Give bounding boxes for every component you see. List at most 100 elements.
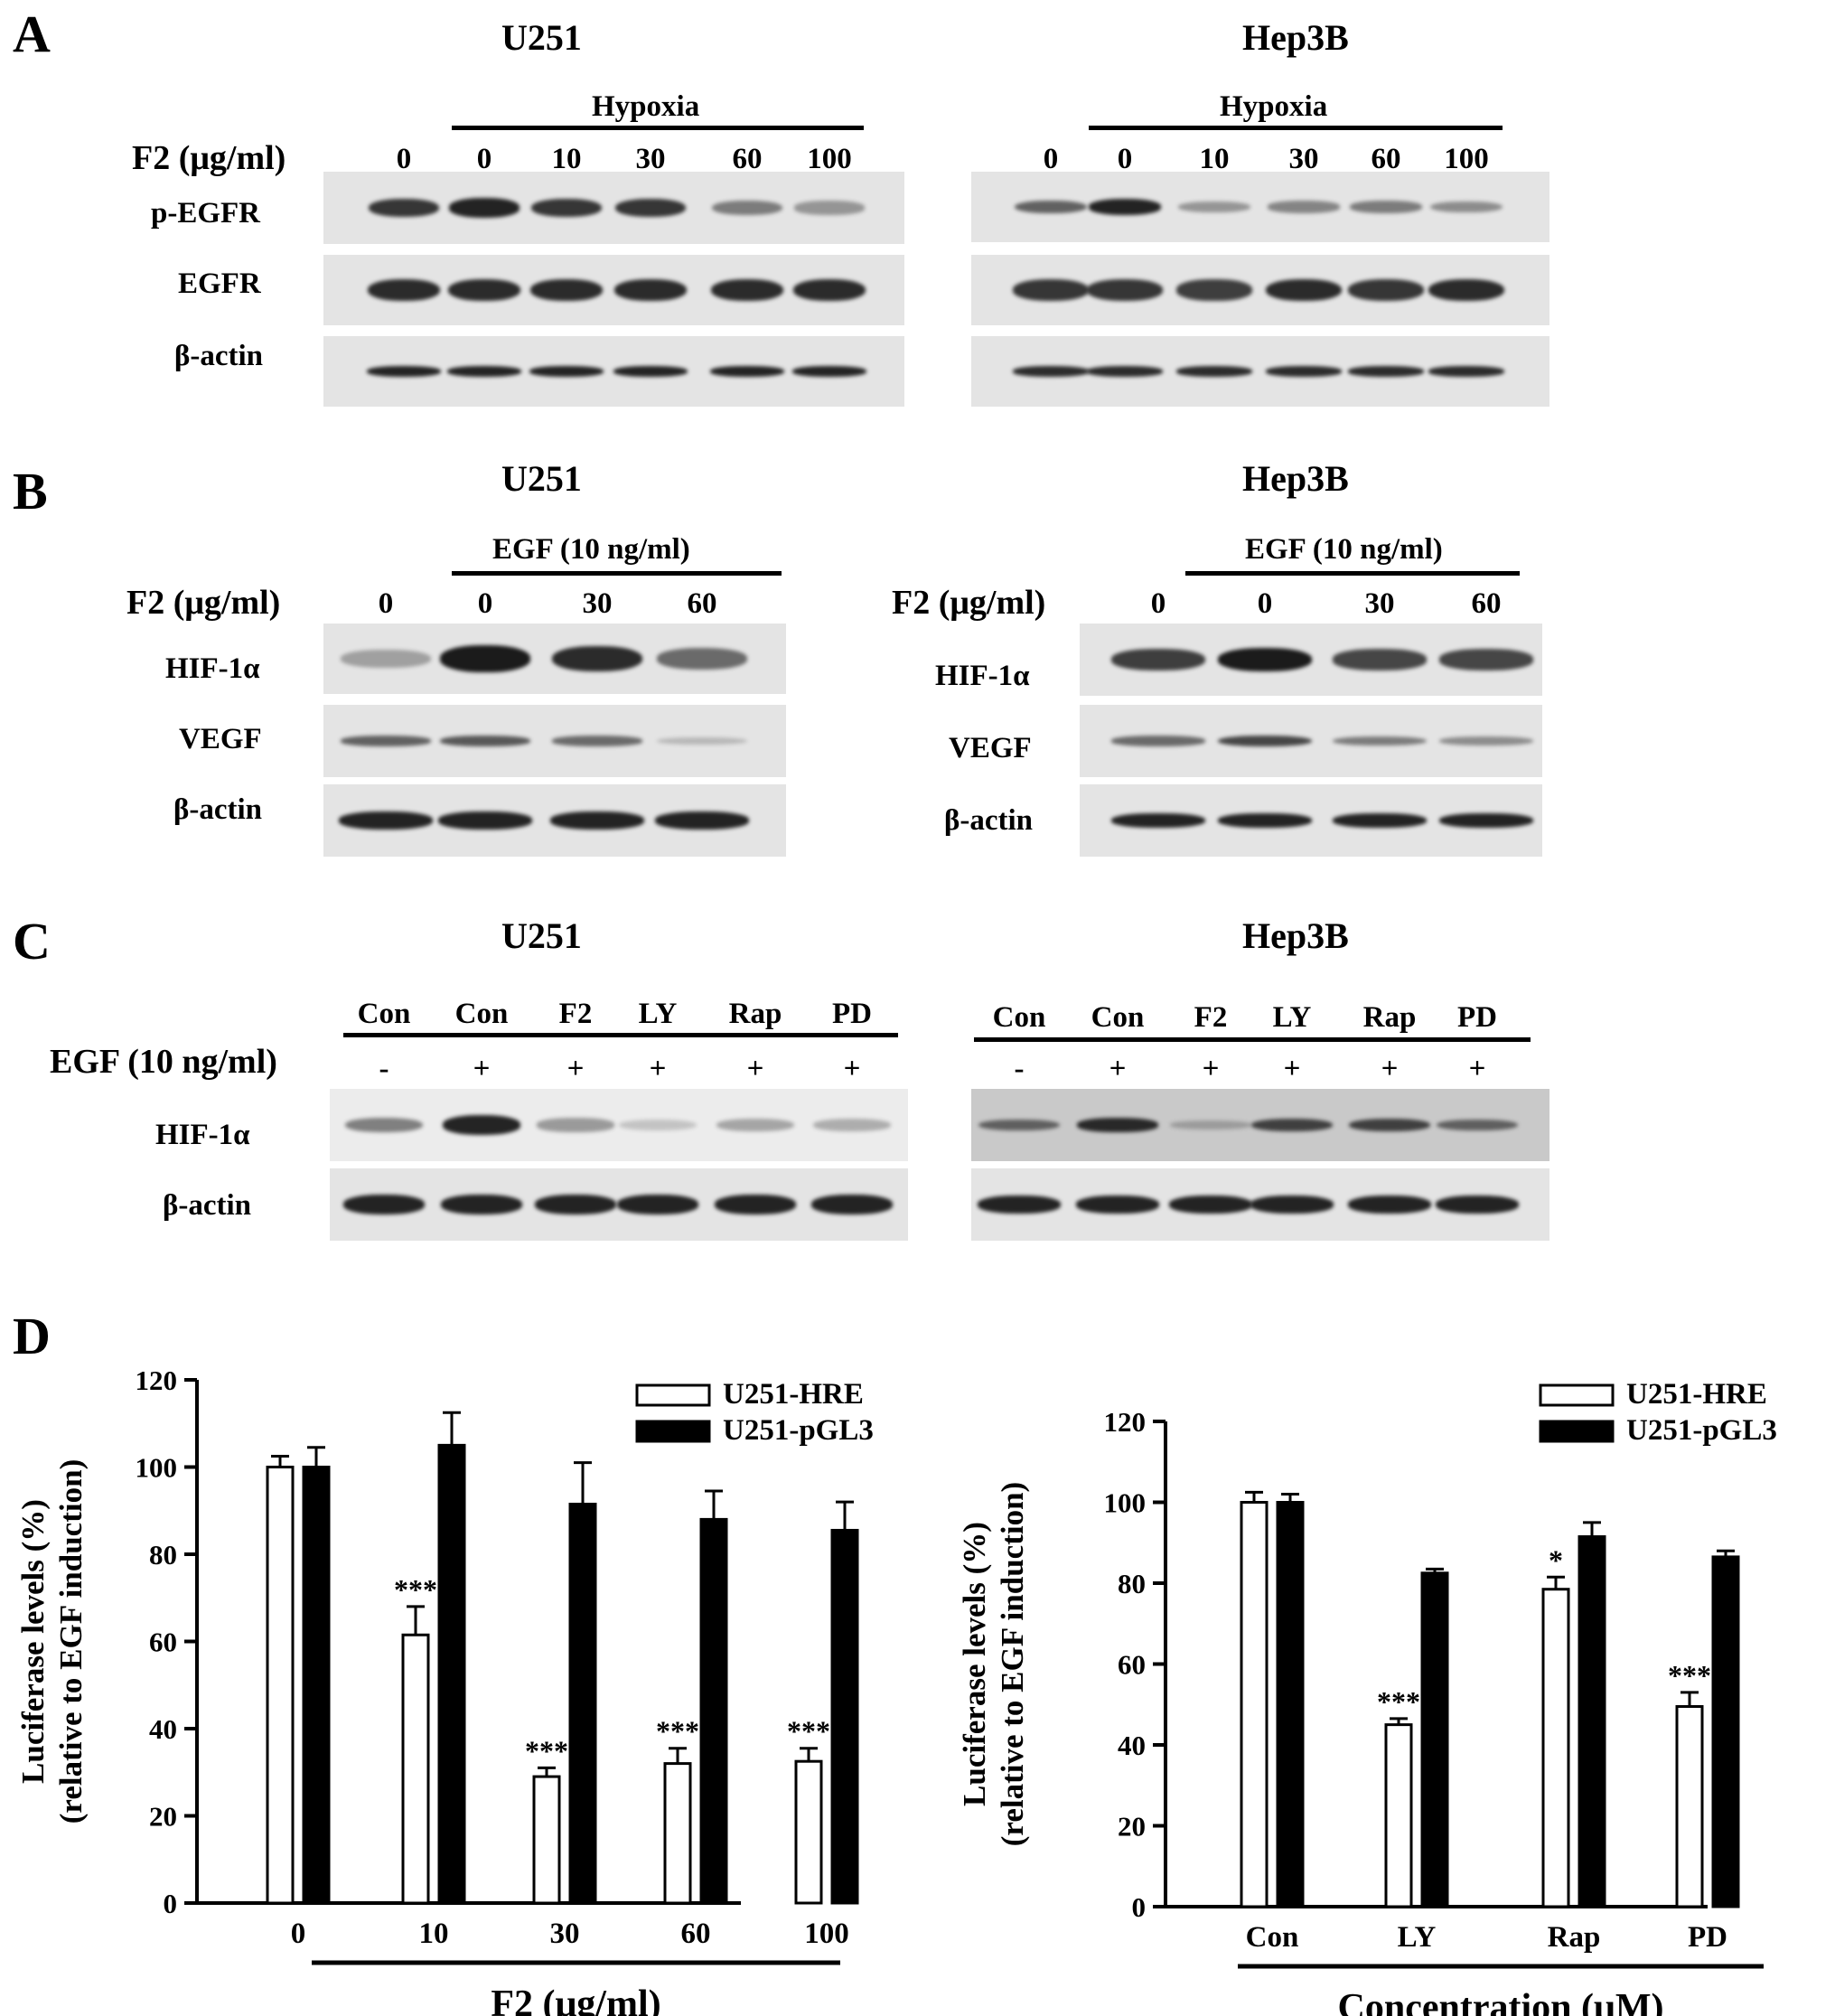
panel-b-right-lane-1: 0 (1257, 587, 1273, 620)
panel-a-left-actin-blot-band-5 (792, 366, 866, 377)
panel-c-left-lane-0: Con (357, 998, 411, 1030)
panel-c-right-lane-5: PD (1457, 1001, 1497, 1034)
chart2-xlabel: Concentration (μM) (1338, 1987, 1664, 2016)
panel-b-right-hif-blot (1080, 624, 1542, 696)
panel-b-right-vegf-blot (1080, 705, 1542, 777)
chart1-bar-2-1 (568, 1503, 597, 1905)
panel-c-left-lane-3: LY (638, 998, 678, 1030)
chart2-sig-1: *** (1377, 1685, 1420, 1718)
panel-b-left-row-label-vegf: VEGF (179, 723, 262, 755)
chart1-bar-2-0 (532, 1775, 561, 1905)
panel-a-right-lane-4: 60 (1371, 143, 1401, 175)
panel-c-left-actin-blot-band-4 (715, 1195, 796, 1214)
chart1-bar-3-0 (663, 1762, 692, 1905)
chart1-sig-4: *** (787, 1715, 830, 1748)
panel-c-right-sign-0: - (1014, 1053, 1025, 1085)
chart1-ytick-label-100: 100 (136, 1452, 178, 1484)
chart1-bar-0-0 (266, 1466, 295, 1905)
panel-b-right-row-label-vegf: VEGF (949, 732, 1032, 764)
panel-c-left-actin-blot-band-2 (535, 1195, 616, 1214)
panel-a-right-egfr-blot-band-5 (1428, 278, 1504, 302)
panel-c-left-sign-3: + (649, 1053, 667, 1085)
chart1-ytick-label-80: 80 (149, 1539, 177, 1571)
chart2-ytick-label-40: 40 (1118, 1730, 1146, 1761)
chart2-bar-1-1 (1420, 1571, 1449, 1908)
panel-a-left-lane-3: 30 (635, 143, 666, 175)
panel-c-left-hif-blot-band-2 (537, 1118, 614, 1132)
panel-c-egf-label: EGF (10 ng/ml) (50, 1043, 277, 1081)
chart2-xtick-label-0: Con (1246, 1921, 1299, 1954)
panel-a-right-egfr-blot-band-4 (1348, 278, 1424, 302)
panel-c-left-sign-4: + (746, 1053, 764, 1085)
panel-a-left-treatment: Hypoxia (592, 90, 700, 123)
panel-a-right-p-egfr-blot-band-3 (1268, 201, 1340, 213)
panel-c-left-sign-5: + (843, 1053, 861, 1085)
panel-c-right-lane-0: Con (992, 1001, 1046, 1034)
panel-c-right-sign-1: + (1109, 1053, 1127, 1085)
panel-a-right-actin-blot (971, 336, 1549, 407)
panel-b-left-vegf-blot-band-3 (657, 736, 747, 745)
chart2-bar-0-0 (1240, 1501, 1269, 1908)
panel-c-left-hif-blot-band-0 (345, 1117, 423, 1133)
panel-a-right-title: Hep3B (1242, 17, 1349, 58)
panel-b-left-vegf-blot-band-0 (341, 736, 431, 746)
panel-a-left-egfr-blot-band-0 (368, 278, 440, 302)
panel-a-right-actin-blot-band-0 (1013, 366, 1089, 377)
panel-c-left-title: U251 (501, 915, 582, 956)
chart2-ytick-label-100: 100 (1104, 1487, 1147, 1519)
chart2-xtick-label-2: Rap (1548, 1921, 1601, 1954)
panel-c-right-actin-blot-band-3 (1250, 1196, 1334, 1214)
panel-a-left-p-egfr-blot-band-1 (449, 198, 520, 218)
panel-a-dose-label: F2 (μg/ml) (132, 139, 286, 177)
panel-c-left-actin-blot-band-0 (343, 1195, 425, 1214)
panel-a-left-lane-2: 10 (551, 143, 582, 175)
panel-c-left-sign-1: + (473, 1053, 491, 1085)
panel-b-right-title: Hep3B (1242, 458, 1349, 499)
chart2-bar-3-0 (1675, 1704, 1704, 1908)
panel-b-right-vegf-blot-band-3 (1439, 736, 1533, 745)
panel-a-left-p-egfr-blot-band-2 (531, 198, 602, 218)
panel-b-right-hif-blot-band-3 (1439, 649, 1533, 670)
panel-a-left-p-egfr-blot-band-3 (615, 198, 686, 218)
panel-a-right-actin-blot-band-3 (1266, 366, 1342, 377)
chart1-xlabel: F2 (μg/ml) (491, 1983, 660, 2016)
panel-b-left-actin-blot (323, 784, 786, 857)
panel-b-right-actin-blot-band-0 (1111, 813, 1205, 828)
panel-a-left-p-egfr-blot-band-0 (369, 198, 439, 218)
panel-b-left-actin-blot-band-1 (438, 811, 532, 830)
panel-b-left-title: U251 (501, 458, 582, 499)
chart2-bar-2-0 (1541, 1588, 1570, 1908)
panel-a-right-treatment: Hypoxia (1220, 90, 1328, 123)
panel-c-right-sign-4: + (1381, 1053, 1399, 1085)
chart2-xtick-label-3: PD (1688, 1921, 1727, 1954)
panel-a-left-actin-blot-band-1 (447, 366, 521, 377)
chart2-bar-1-0 (1384, 1723, 1413, 1908)
panel-letter-c: C (13, 912, 51, 970)
chart2-ytick-label-0: 0 (1132, 1891, 1147, 1923)
panel-c-right-actin-blot-band-1 (1076, 1196, 1159, 1214)
chart1-xtick-label-3: 60 (681, 1918, 711, 1950)
panel-b-left-actin-blot-band-3 (655, 811, 749, 830)
panel-b-right-row-label-beta-actin: β-actin (944, 804, 1034, 837)
panel-c-left-hif-blot-band-5 (813, 1118, 891, 1132)
panel-a-right-actin-blot-band-2 (1176, 366, 1252, 377)
chart2-ytick-label-20: 20 (1118, 1811, 1146, 1843)
panel-letter-d: D (13, 1307, 51, 1365)
panel-a-right-egfr-blot (971, 255, 1549, 325)
panel-b-right-treatment: EGF (10 ng/ml) (1245, 533, 1443, 566)
panel-a-right-actin-blot-band-1 (1087, 366, 1163, 377)
panel-c-left-actin-blot-band-1 (441, 1195, 522, 1214)
panel-a-row-label-beta-actin: β-actin (174, 340, 264, 372)
chart2-ytick-label-80: 80 (1118, 1568, 1146, 1599)
chart1-legend-label-0: U251-HRE (723, 1378, 864, 1411)
chart2-ylabel-1: (relative to EGF induction) (995, 1482, 1030, 1846)
panel-a-left-egfr-blot-band-4 (711, 278, 783, 302)
panel-a-right-egfr-blot-band-0 (1013, 278, 1089, 302)
panel-a-right-egfr-blot-band-2 (1176, 279, 1252, 301)
chart1-xtick-label-4: 100 (804, 1918, 849, 1950)
panel-c-right-actin-blot-band-4 (1348, 1196, 1431, 1214)
panel-c-left-lane-1: Con (454, 998, 509, 1030)
panel-b-left-hif-blot-band-2 (552, 645, 642, 672)
panel-b-left-actin-blot-band-2 (550, 811, 644, 830)
